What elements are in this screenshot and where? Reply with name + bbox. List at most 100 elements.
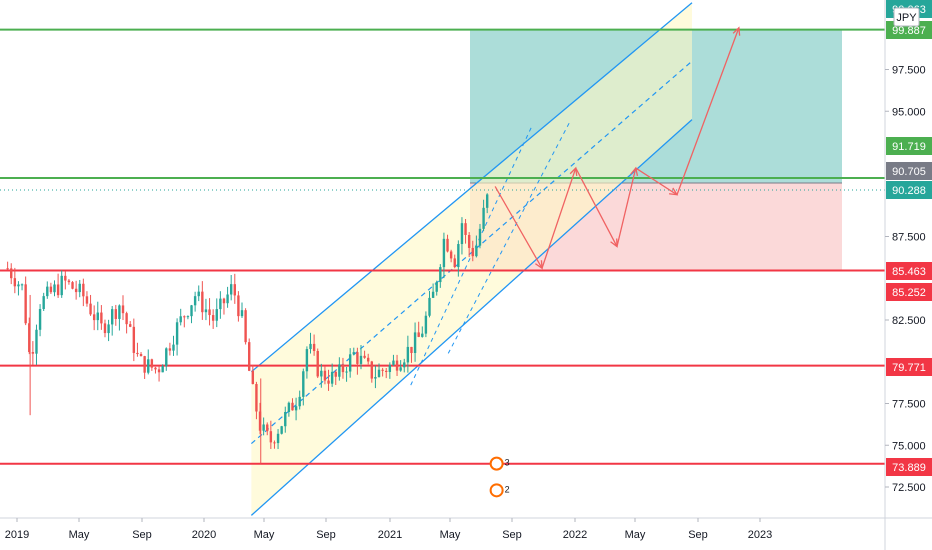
candle-body [219, 298, 222, 310]
candle-body [139, 354, 143, 357]
candle-body [175, 322, 179, 345]
candle-body [367, 357, 370, 362]
candle-body [262, 424, 265, 431]
candle-body [431, 291, 435, 298]
candle-body [67, 280, 71, 283]
candle-body [161, 366, 164, 373]
x-tick-label: 2020 [192, 529, 216, 541]
candle-body [341, 364, 345, 373]
candle-body [460, 223, 464, 245]
candle-body [229, 284, 233, 295]
candle-body [121, 305, 125, 314]
price-label-badge [886, 162, 932, 180]
candle-body [453, 258, 456, 268]
x-tick-label: May [440, 529, 461, 541]
candle-body [13, 278, 17, 287]
candle-body [240, 310, 244, 317]
price-label-badge [886, 458, 932, 476]
candle-body [442, 238, 446, 268]
candle-body [20, 284, 24, 286]
event-marker-icon [489, 483, 504, 498]
candle-body [485, 194, 489, 208]
candle-body [334, 371, 337, 377]
candle-body [222, 298, 226, 304]
candle-body [424, 315, 428, 334]
y-tick-label: 72.500 [892, 482, 926, 494]
candle-body [197, 291, 200, 297]
candle-body [49, 286, 53, 293]
candle-body [478, 228, 482, 246]
candle-body [78, 283, 81, 293]
candle-body [352, 352, 355, 355]
y-tick-label: 95.000 [892, 106, 926, 118]
price-label-text: 91.719 [892, 141, 926, 153]
candle-body [421, 333, 424, 337]
projection-segment [635, 167, 678, 196]
price-label-text: 99.887 [892, 25, 926, 37]
candle-body [449, 251, 453, 259]
candle-body [31, 352, 35, 354]
candle-body [143, 356, 146, 373]
x-tick-label: 2019 [5, 529, 29, 541]
x-tick-label: 2021 [378, 529, 402, 541]
candle-body [82, 283, 85, 297]
candle-body [464, 223, 467, 235]
candle-body [208, 309, 211, 316]
candle-body [377, 369, 381, 378]
candle-body [251, 370, 255, 385]
candle-body [89, 303, 92, 315]
projection-segment [676, 27, 740, 195]
candle-body [284, 411, 287, 427]
candle-body [255, 384, 258, 412]
candle-body [226, 294, 229, 304]
projection-arrows [494, 26, 741, 270]
candle-body [323, 370, 327, 381]
candle-body [129, 324, 132, 327]
candle-body [280, 426, 283, 434]
candle-body [211, 315, 215, 321]
candle-body [345, 371, 348, 373]
candle-body [46, 286, 49, 297]
candle-body [42, 296, 45, 310]
candle-body [392, 360, 395, 365]
candle-body [56, 284, 60, 296]
candle-body [302, 371, 305, 397]
candle-body [403, 362, 406, 368]
candle-body [312, 343, 316, 351]
candle-body [410, 346, 413, 354]
candle-body [316, 350, 319, 377]
candle-body [305, 349, 309, 372]
currency-badge[interactable]: JPY [893, 7, 920, 27]
candle-body [482, 207, 485, 229]
candle-body [359, 355, 363, 364]
y-tick-label: 82.500 [892, 315, 926, 327]
x-tick-label: 2023 [748, 529, 772, 541]
candle-body [428, 297, 431, 316]
candle-body [6, 268, 9, 270]
candle-body [446, 238, 449, 252]
candle-body [204, 309, 208, 313]
event-marker-count: 2 [505, 484, 510, 494]
candle-body [35, 329, 38, 354]
candle-body [406, 346, 410, 363]
y-tick-label: 97.500 [892, 65, 926, 77]
price-label-badge [886, 137, 932, 155]
candle-body [150, 359, 154, 368]
candle-body [381, 369, 384, 371]
event-markers: 32 [489, 456, 510, 498]
candle-body [248, 342, 251, 371]
candle-body [186, 316, 190, 318]
candle-body [60, 275, 63, 296]
x-tick-label: Sep [688, 529, 708, 541]
projection-segment [575, 167, 618, 247]
candle-body [370, 361, 374, 379]
candle-body [64, 275, 67, 281]
candle-body [132, 326, 136, 353]
channel-lower-line [250, 119, 693, 516]
x-tick-label: Sep [132, 529, 152, 541]
y-tick-label: 77.500 [892, 399, 926, 411]
candle-body [475, 245, 478, 257]
candle-body [172, 344, 175, 351]
price-label-text: 79.771 [892, 362, 926, 374]
